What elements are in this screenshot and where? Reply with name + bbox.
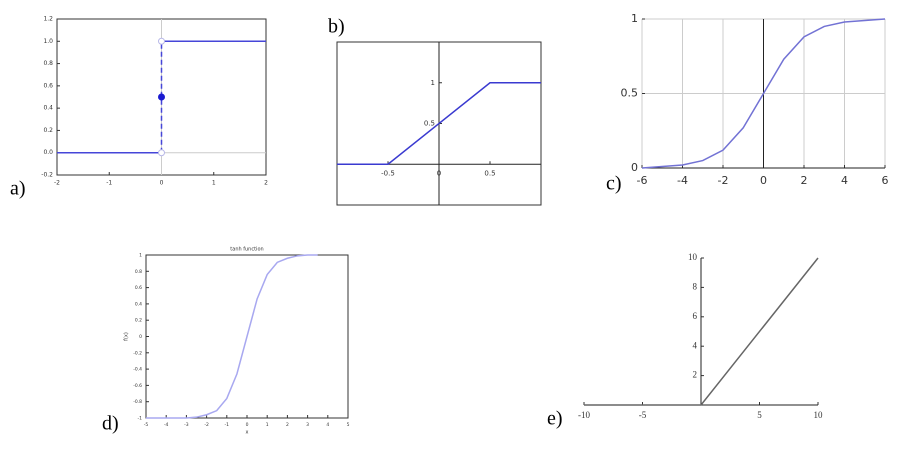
- y-tick-label: -0.6: [133, 383, 142, 389]
- x-tick-label: 2: [264, 180, 268, 187]
- x-tick-label: -5: [144, 422, 149, 428]
- point: [158, 37, 165, 45]
- panel-label: d): [102, 413, 119, 435]
- x-tick-label: 0: [160, 180, 164, 187]
- x-tick-label: -2: [54, 180, 60, 187]
- y-tick-label: 4: [693, 340, 698, 350]
- x-tick-label: -2: [718, 174, 729, 187]
- line-series: [337, 82, 541, 165]
- y-tick-label: 0.6: [135, 285, 142, 291]
- panel: -5 -4 -3 -2 -1 0 1 2 3 4 5 -1 -0.8 -0.6 -0.4 -0.2 0 0.2 0.…: [102, 247, 350, 436]
- x-tick-label: 0.5: [484, 169, 495, 177]
- x-tick-label: -1: [106, 180, 112, 187]
- y-tick-label: 0.5: [621, 87, 639, 100]
- y-tick-label: 0: [631, 161, 638, 174]
- panel-label: a): [10, 178, 26, 200]
- panel: -0.500.50.51b): [328, 16, 542, 206]
- x-tick-label: 0: [246, 422, 249, 428]
- x-tick-label: -5: [639, 410, 647, 420]
- y-tick-label: 10: [688, 252, 698, 262]
- x-tick-label: -0.5: [381, 169, 395, 177]
- x-tick-label: 2: [801, 174, 808, 187]
- y-tick-label: -0.8: [133, 399, 142, 405]
- y-tick-label: 0.4: [135, 301, 142, 307]
- x-tick-label: -2: [204, 422, 209, 428]
- point: [158, 149, 165, 157]
- y-tick-label: 0.2: [135, 318, 142, 324]
- x-tick-label: -1: [225, 422, 230, 428]
- y-tick-label: 0.5: [424, 120, 435, 128]
- panel: -2 -1 0 1 2 -0.2 0.0 0.2 0.4 0.6 0.8 1.0 1.2 a): [10, 16, 268, 200]
- line-series: [641, 18, 886, 169]
- line-series: [146, 254, 318, 419]
- y-axis-label: f(x): [124, 332, 130, 341]
- y-tick-label: 0.8: [135, 269, 142, 275]
- x-tick-label: 3: [306, 422, 309, 428]
- x-tick-label: 1: [266, 422, 269, 428]
- x-tick-label: 0: [760, 174, 767, 187]
- y-tick-label: -1: [138, 416, 143, 422]
- x-tick-label: 4: [841, 174, 848, 187]
- y-tick-label: -0.2: [133, 350, 142, 356]
- y-tick-label: -0.4: [133, 367, 142, 373]
- x-tick-label: 4: [326, 422, 329, 428]
- y-tick-label: 1.2: [43, 16, 53, 23]
- y-tick-label: -0.2: [41, 172, 53, 179]
- x-tick-label: 5: [757, 410, 762, 420]
- y-tick-label: 0.0: [43, 149, 53, 156]
- point: [158, 93, 165, 101]
- panel: -10 -5 5 10 2 4 6 8 10 e): [547, 252, 823, 430]
- x-tick-label: 10: [814, 410, 824, 420]
- x-tick-label: -6: [637, 174, 648, 187]
- chart-title: tanh function: [230, 247, 263, 253]
- x-tick-label: 5: [347, 422, 350, 428]
- x-tick-label: -10: [578, 410, 590, 420]
- y-tick-label: 0: [139, 334, 142, 340]
- panel: -6 -4 -2 0 2 4 6 0 0.5 1 c): [606, 12, 889, 195]
- panel-label: b): [328, 16, 345, 38]
- x-tick-label: 1: [212, 180, 216, 187]
- x-tick-label: 6: [882, 174, 889, 187]
- y-tick-label: 1: [631, 12, 638, 25]
- panel-label: e): [547, 408, 563, 430]
- panel-label: c): [606, 173, 622, 195]
- x-tick-label: -4: [677, 174, 688, 187]
- y-tick-label: 0.8: [43, 60, 53, 67]
- y-tick-label: 6: [693, 311, 698, 321]
- y-tick-label: 1: [431, 79, 435, 87]
- y-tick-label: 2: [693, 370, 698, 380]
- x-axis-label: x: [246, 430, 249, 436]
- y-tick-label: 1: [139, 253, 142, 259]
- x-tick-label: 2: [286, 422, 289, 428]
- x-tick-label: -4: [164, 422, 169, 428]
- y-tick-label: 1.0: [43, 38, 53, 45]
- y-tick-label: 0.6: [43, 82, 53, 89]
- y-tick-label: 0.2: [43, 127, 53, 134]
- y-tick-label: 0.4: [43, 105, 53, 112]
- x-tick-label: -3: [184, 422, 189, 428]
- line-series: [584, 257, 819, 406]
- y-tick-label: 8: [693, 281, 698, 291]
